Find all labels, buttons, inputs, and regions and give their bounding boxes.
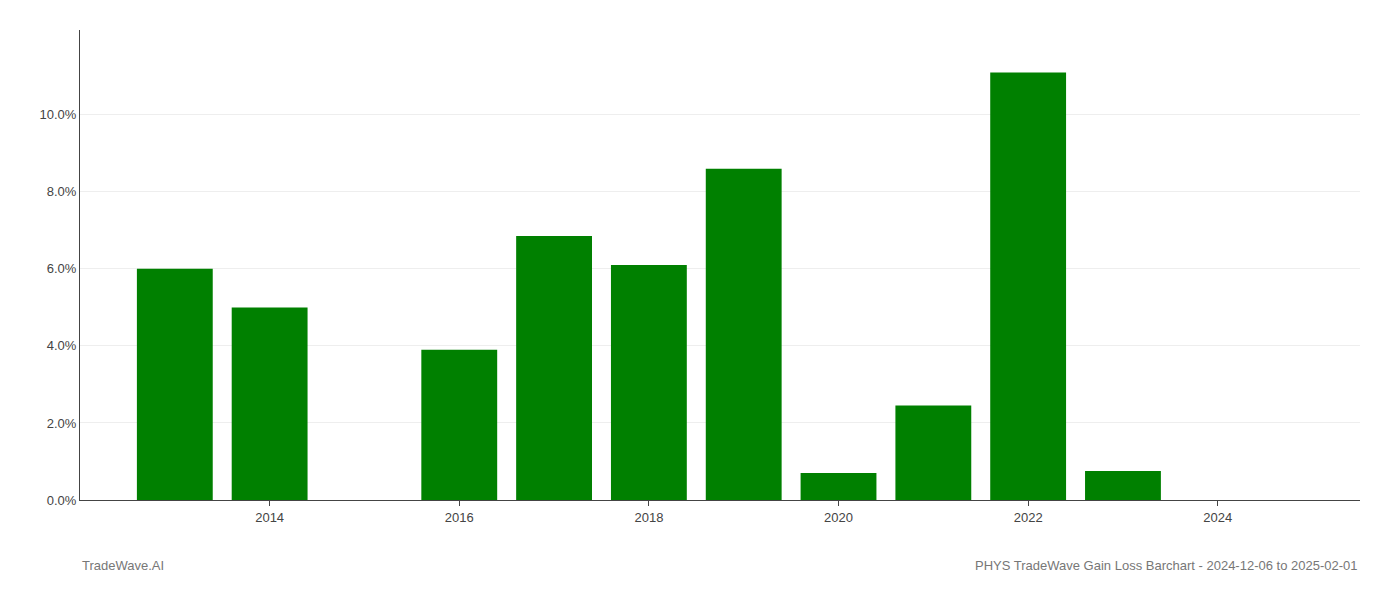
svg-text:2016: 2016: [445, 510, 474, 525]
svg-text:2024: 2024: [1203, 510, 1232, 525]
svg-text:2022: 2022: [1014, 510, 1043, 525]
svg-text:2018: 2018: [634, 510, 663, 525]
svg-text:PHYS TradeWave Gain Loss Barch: PHYS TradeWave Gain Loss Barchart - 2024…: [975, 558, 1358, 573]
svg-text:2020: 2020: [824, 510, 853, 525]
svg-text:10.0%: 10.0%: [40, 107, 77, 122]
svg-text:0.0%: 0.0%: [47, 493, 77, 508]
svg-text:6.0%: 6.0%: [47, 261, 77, 276]
svg-text:2014: 2014: [255, 510, 284, 525]
svg-text:TradeWave.AI: TradeWave.AI: [82, 558, 164, 573]
svg-text:8.0%: 8.0%: [47, 184, 77, 199]
svg-text:2.0%: 2.0%: [47, 416, 77, 431]
svg-text:4.0%: 4.0%: [47, 338, 77, 353]
